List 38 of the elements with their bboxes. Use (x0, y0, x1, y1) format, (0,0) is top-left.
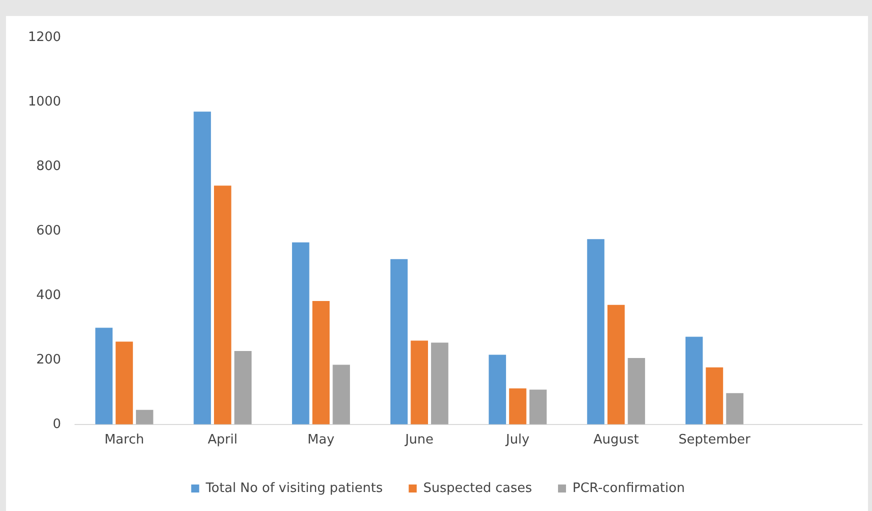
x-tick-label: September (678, 432, 752, 448)
bar (292, 242, 310, 424)
bar (332, 364, 350, 424)
bar (312, 301, 330, 424)
x-tick-label: August (593, 432, 639, 448)
bar (116, 342, 133, 424)
x-tick-label: May (308, 432, 335, 448)
bar (587, 239, 604, 424)
bar (194, 112, 211, 424)
x-tick-label: March (104, 432, 144, 448)
y-tick-label: 200 (36, 352, 62, 368)
bar (607, 304, 625, 424)
legend-label: Suspected cases (423, 480, 532, 496)
bar (488, 354, 506, 424)
bar (410, 340, 428, 424)
legend-label: Total No of visiting patients (204, 480, 383, 496)
y-tick-label: 400 (36, 288, 62, 303)
bar (685, 336, 703, 424)
bar (136, 410, 154, 424)
y-tick-label: 1000 (28, 94, 62, 110)
y-tick-label: 800 (36, 159, 62, 174)
legend-label: PCR-confirmation (572, 480, 685, 496)
bar (95, 328, 113, 424)
y-tick-label: 600 (36, 223, 62, 238)
x-tick-label: June (404, 432, 434, 448)
x-tick-label: July (505, 432, 530, 448)
bar (628, 358, 646, 424)
bar (390, 259, 408, 424)
bar (529, 390, 547, 424)
bar (726, 393, 744, 424)
bar (509, 388, 526, 424)
bar (214, 186, 232, 424)
bar (234, 350, 252, 424)
bar (431, 342, 448, 424)
x-tick-label: April (208, 432, 238, 448)
bar (706, 367, 724, 424)
y-tick-label: 0 (52, 416, 62, 432)
y-tick-label: 1200 (28, 30, 62, 46)
